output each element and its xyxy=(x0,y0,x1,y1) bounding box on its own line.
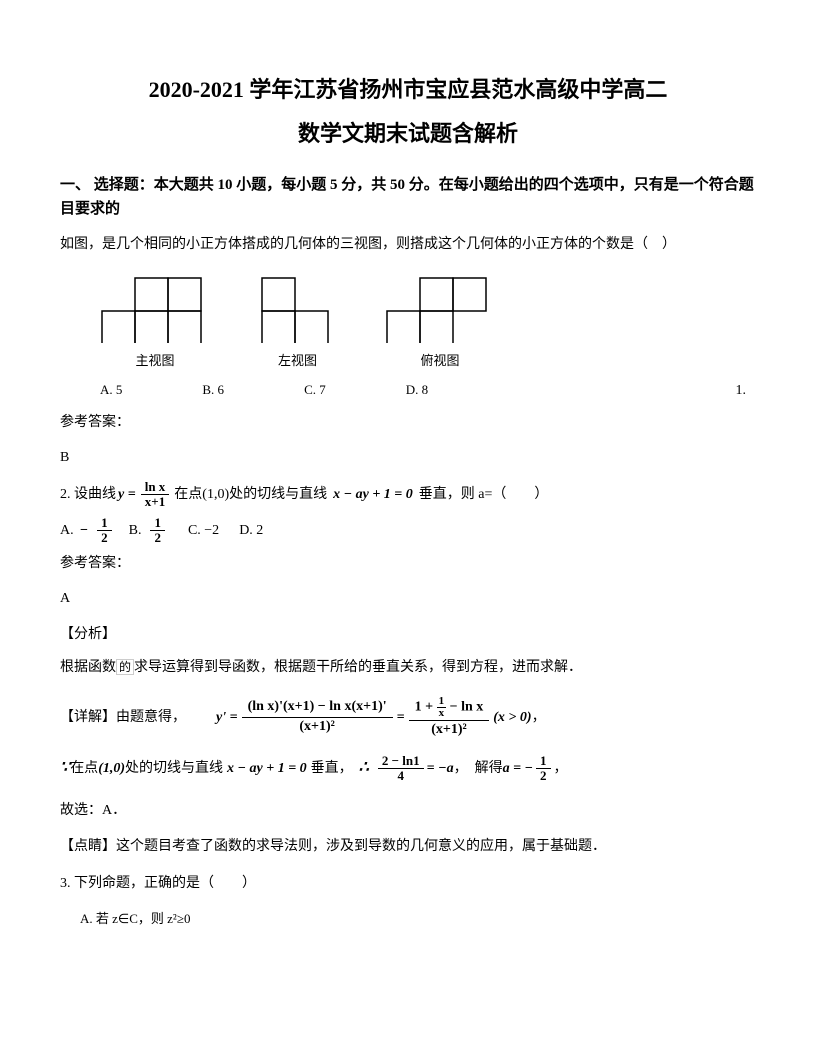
q2-optB-frac: 1 2 xyxy=(150,516,165,546)
q2-analysis-text: 根据函数的求导运算得到导函数，根据题干所给的垂直关系，得到方程，进而求解． xyxy=(60,655,756,682)
q2-therefore: ∴ xyxy=(359,754,369,783)
q2-optA-prefix: A. xyxy=(60,518,74,543)
q2-d-den2: (x+1)² xyxy=(425,721,473,740)
q2-mid2: 垂直，则 a=（ ） xyxy=(419,482,549,507)
q3-optA: A. 若 z∈C，则 z²≥0 xyxy=(80,907,756,930)
q2-optA-neg: − xyxy=(80,518,88,543)
three-views: 主视图 左视图 俯视图 xyxy=(100,273,756,372)
q2-mid1: 在点(1,0)处的切线与直线 xyxy=(174,482,327,507)
left-view: 左视图 xyxy=(260,273,335,372)
q2-d-eq: = xyxy=(397,705,405,730)
q2-line-eq: x − ay + 1 = 0 xyxy=(333,482,413,507)
q2-optA-frac: 1 2 xyxy=(97,516,112,546)
q2-detail-label: 【详解】由题意得， xyxy=(60,705,186,730)
q2-optC: C. −2 xyxy=(188,518,219,543)
q2-de-badge: 的 xyxy=(116,659,134,675)
q1-opt-d: D. 8 xyxy=(406,378,428,401)
main-view: 主视图 xyxy=(100,273,210,372)
q2-because: ∵ xyxy=(60,754,70,783)
q2-d-num2-innerfrac: 1x xyxy=(437,696,447,719)
q2-d-num2a: 1 + xyxy=(415,700,437,715)
q2-l3-eq2: = −a xyxy=(427,756,454,781)
q2-optA-num: 1 xyxy=(97,516,112,531)
q1-options: A. 5 B. 6 C. 7 D. 8 1. xyxy=(100,378,756,403)
q1-answer-label: 参考答案： xyxy=(60,410,756,435)
left-view-label: 左视图 xyxy=(278,349,317,372)
q2-d-comma: ， xyxy=(532,705,546,730)
title-line1: 2020-2021 学年江苏省扬州市宝应县范水高级中学高二 xyxy=(60,70,756,110)
q2-l3-end: ， xyxy=(554,756,568,781)
q2-l3-rd: 2 xyxy=(536,769,551,783)
q2-answer: A xyxy=(60,586,756,611)
main-view-label: 主视图 xyxy=(135,349,174,372)
title-line2: 数学文期末试题含解析 xyxy=(60,114,756,154)
q2-l3-eq: x − ay + 1 = 0 xyxy=(227,756,307,781)
q2-d-den1: (x+1)² xyxy=(293,718,341,737)
q1-opt-a: A. 5 xyxy=(100,378,122,401)
q1-opt-b: B. 6 xyxy=(202,378,224,401)
section-header: 一、 选择题：本大题共 10 小题，每小题 5 分，共 50 分。在每小题给出的… xyxy=(60,173,756,221)
q2-y-eq: y = xyxy=(118,482,136,507)
q2-optD: D. 2 xyxy=(239,518,263,543)
q2-l3-point: (1,0) xyxy=(98,756,125,781)
q2-d-num1: (ln x)'(x+1) − ln x(x+1)' xyxy=(242,698,393,718)
q2-optB-den: 2 xyxy=(150,531,165,545)
top-view-label: 俯视图 xyxy=(420,349,459,372)
q2-frac-num: ln x xyxy=(141,480,170,495)
q2-l3-fn: 2 − ln1 xyxy=(378,754,424,769)
q2-d-frac1: (ln x)'(x+1) − ln x(x+1)' (x+1)² xyxy=(242,698,393,737)
q2-optB-prefix: B. xyxy=(129,518,142,543)
q2-d-num2b: − ln x xyxy=(446,700,483,715)
q2-options: A. − 1 2 B. 1 2 C. −2 D. 2 xyxy=(60,516,756,546)
q2-conclusion: 故选：A． xyxy=(60,798,756,825)
q2-line3: ∵ 在点 (1,0) 处的切线与直线 x − ay + 1 = 0 垂直， ∴ … xyxy=(60,754,756,784)
q2-l3-rn: 1 xyxy=(536,754,551,769)
q2-l3c: 垂直， xyxy=(311,756,353,781)
q2-analysis-label: 【分析】 xyxy=(60,622,756,647)
q2-stem: 2. 设曲线 y = ln x x+1 在点(1,0)处的切线与直线 x − a… xyxy=(60,480,756,510)
q2-dianjing: 【点睛】这个题目考查了函数的求导法则，涉及到导数的几何意义的应用，属于基础题． xyxy=(60,834,756,861)
q2-yprime: y' = xyxy=(216,705,238,730)
q2-d-cond: (x > 0) xyxy=(493,705,531,730)
q2-answer-label: 参考答案： xyxy=(60,551,756,576)
q2-l3d: ， 解得 xyxy=(454,756,503,781)
q2-d-num2: 1 + 1x − ln x xyxy=(409,695,490,721)
q2-detail: 【详解】由题意得， y' = (ln x)'(x+1) − ln x(x+1)'… xyxy=(60,695,756,740)
q2-optB-num: 1 xyxy=(150,516,165,531)
q2-l3a: 在点 xyxy=(70,756,98,781)
q2-d-frac2: 1 + 1x − ln x (x+1)² xyxy=(409,695,490,740)
q2-frac-den: x+1 xyxy=(141,495,169,509)
main-view-svg xyxy=(100,273,210,343)
q2-prefix: 2. 设曲线 xyxy=(60,482,116,507)
q1-answer: B xyxy=(60,445,756,470)
top-view-svg xyxy=(385,273,495,343)
q2-optA-den: 2 xyxy=(97,531,112,545)
q3-text: 3. 下列命题，正确的是（ ） xyxy=(60,871,756,898)
q2-l3-res-frac: 1 2 xyxy=(536,754,551,784)
q2-frac: ln x x+1 xyxy=(141,480,170,510)
q1-text: 如图，是几个相同的小正方体搭成的几何体的三视图，则搭成这个几何体的小正方体的个数… xyxy=(60,233,756,257)
q1-number: 1. xyxy=(736,378,747,403)
q2-l3-res-a: a = − xyxy=(503,756,533,781)
q2-analysis-post: 求导运算得到导函数，根据题干所给的垂直关系，得到方程，进而求解． xyxy=(134,660,582,675)
q2-d-num2-id: x xyxy=(437,708,447,719)
q2-analysis-pre: 根据函数 xyxy=(60,660,116,675)
q1-opt-c: C. 7 xyxy=(304,378,326,401)
q2-l3-frac: 2 − ln1 4 xyxy=(378,754,424,784)
q2-l3b: 处的切线与直线 xyxy=(125,756,223,781)
left-view-svg xyxy=(260,273,335,343)
top-view: 俯视图 xyxy=(385,273,495,372)
q2-l3-fd: 4 xyxy=(393,769,408,783)
